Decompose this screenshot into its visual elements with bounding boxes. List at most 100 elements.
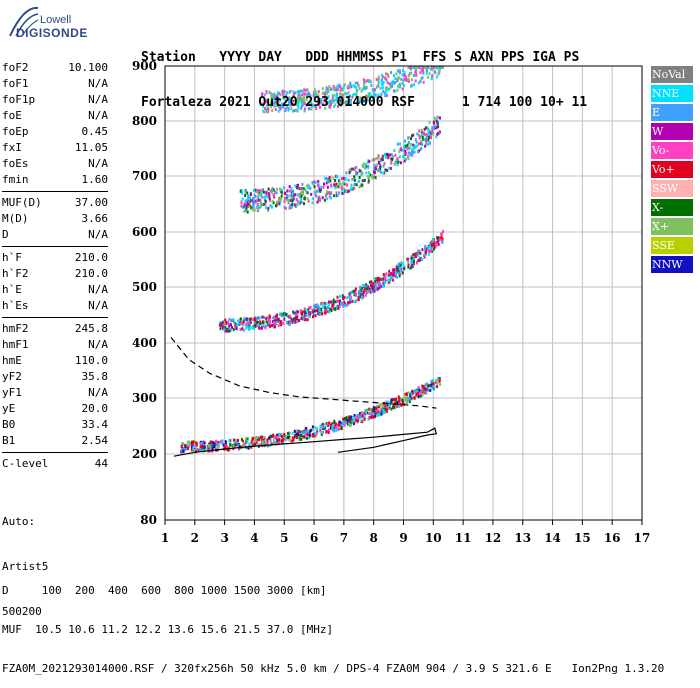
echo-point (325, 302, 328, 306)
echo-point (290, 206, 293, 210)
echo-point (384, 168, 387, 172)
param-value: 44 (94, 457, 108, 470)
echo-point (276, 93, 279, 97)
echo-point (244, 200, 247, 204)
echo-point (412, 262, 415, 266)
echo-point (275, 94, 277, 98)
echo-point (348, 418, 351, 422)
param-value: N/A (88, 283, 108, 296)
echo-point (431, 386, 434, 390)
echo-point (426, 75, 429, 79)
echo-point (274, 108, 277, 111)
echo-point (304, 430, 307, 434)
echo-point (439, 382, 442, 386)
echo-point (362, 87, 365, 91)
echo-point (424, 244, 427, 248)
echo-point (271, 205, 274, 209)
echo-point (256, 436, 259, 439)
echo-point (388, 82, 391, 86)
echo-point (241, 205, 244, 209)
echo-point (315, 107, 318, 111)
echo-point (412, 145, 415, 149)
echo-point (365, 164, 368, 168)
param-value: 20.0 (81, 402, 109, 415)
echo-point (339, 92, 342, 96)
echo-point (308, 107, 310, 111)
echo-point (351, 177, 354, 181)
echo-point (400, 161, 402, 165)
echo-point (384, 86, 387, 90)
echo-point (328, 310, 331, 314)
echo-point (396, 268, 399, 272)
param-row: h`F 210.0 (2, 250, 108, 266)
echo-point (301, 192, 304, 196)
param-label: h`F2 (2, 267, 29, 280)
echo-point (287, 198, 290, 202)
echo-point (272, 188, 275, 192)
echo-point (324, 97, 326, 101)
echo-point (266, 195, 269, 199)
echo-point (377, 154, 380, 158)
echo-point (404, 74, 406, 77)
param-value: N/A (88, 77, 108, 90)
echo-point (306, 433, 309, 436)
echo-point (291, 199, 294, 202)
echo-point (400, 261, 403, 265)
echo-point (362, 295, 365, 299)
echo-point (303, 97, 306, 101)
echo-point (309, 187, 312, 190)
echo-point (361, 172, 364, 175)
echo-point (298, 430, 300, 434)
echo-point (210, 444, 213, 448)
echo-point (262, 315, 264, 319)
echo-point (395, 160, 398, 164)
echo-point (424, 383, 427, 387)
echo-point (428, 129, 431, 133)
echo-point (232, 444, 235, 448)
echo-point (277, 91, 279, 95)
echo-point (320, 424, 323, 428)
echo-point (420, 128, 423, 132)
echo-point (220, 324, 223, 327)
echo-point (255, 317, 258, 321)
echo-point (321, 196, 324, 200)
echo-point (358, 294, 360, 298)
echo-point (278, 103, 281, 107)
echo-point (279, 199, 282, 203)
echo-point (356, 298, 359, 302)
echo-point (288, 90, 291, 94)
echo-point (348, 300, 351, 304)
echo-point (364, 163, 367, 166)
echo-point (355, 293, 357, 297)
echo-point (394, 81, 397, 84)
echo-point (195, 442, 198, 446)
param-row: h`F2 210.0 (2, 266, 108, 282)
echo-point (219, 327, 222, 331)
echo-point (397, 405, 400, 408)
echo-point (296, 200, 299, 203)
echo-point (337, 423, 340, 427)
echo-point (400, 269, 403, 273)
echo-point (290, 187, 293, 191)
echo-point (423, 127, 426, 131)
echo-point (335, 305, 338, 309)
echo-point (306, 309, 309, 313)
echo-point (275, 191, 278, 195)
echo-point (426, 66, 429, 69)
x-tick-label: 11 (455, 531, 472, 545)
echo-point (295, 315, 298, 319)
echo-point (388, 278, 391, 282)
echo-point (259, 435, 262, 439)
echo-point (254, 318, 257, 322)
echo-point (302, 187, 305, 191)
echo-point (392, 268, 395, 272)
echo-point (422, 138, 425, 141)
param-value: 110.0 (74, 354, 108, 367)
echo-point (259, 322, 262, 326)
echo-point (356, 416, 358, 419)
echo-point (361, 179, 364, 183)
echo-point (303, 102, 306, 106)
echo-point (268, 195, 271, 199)
echo-point (394, 76, 397, 80)
echo-point (353, 414, 356, 417)
